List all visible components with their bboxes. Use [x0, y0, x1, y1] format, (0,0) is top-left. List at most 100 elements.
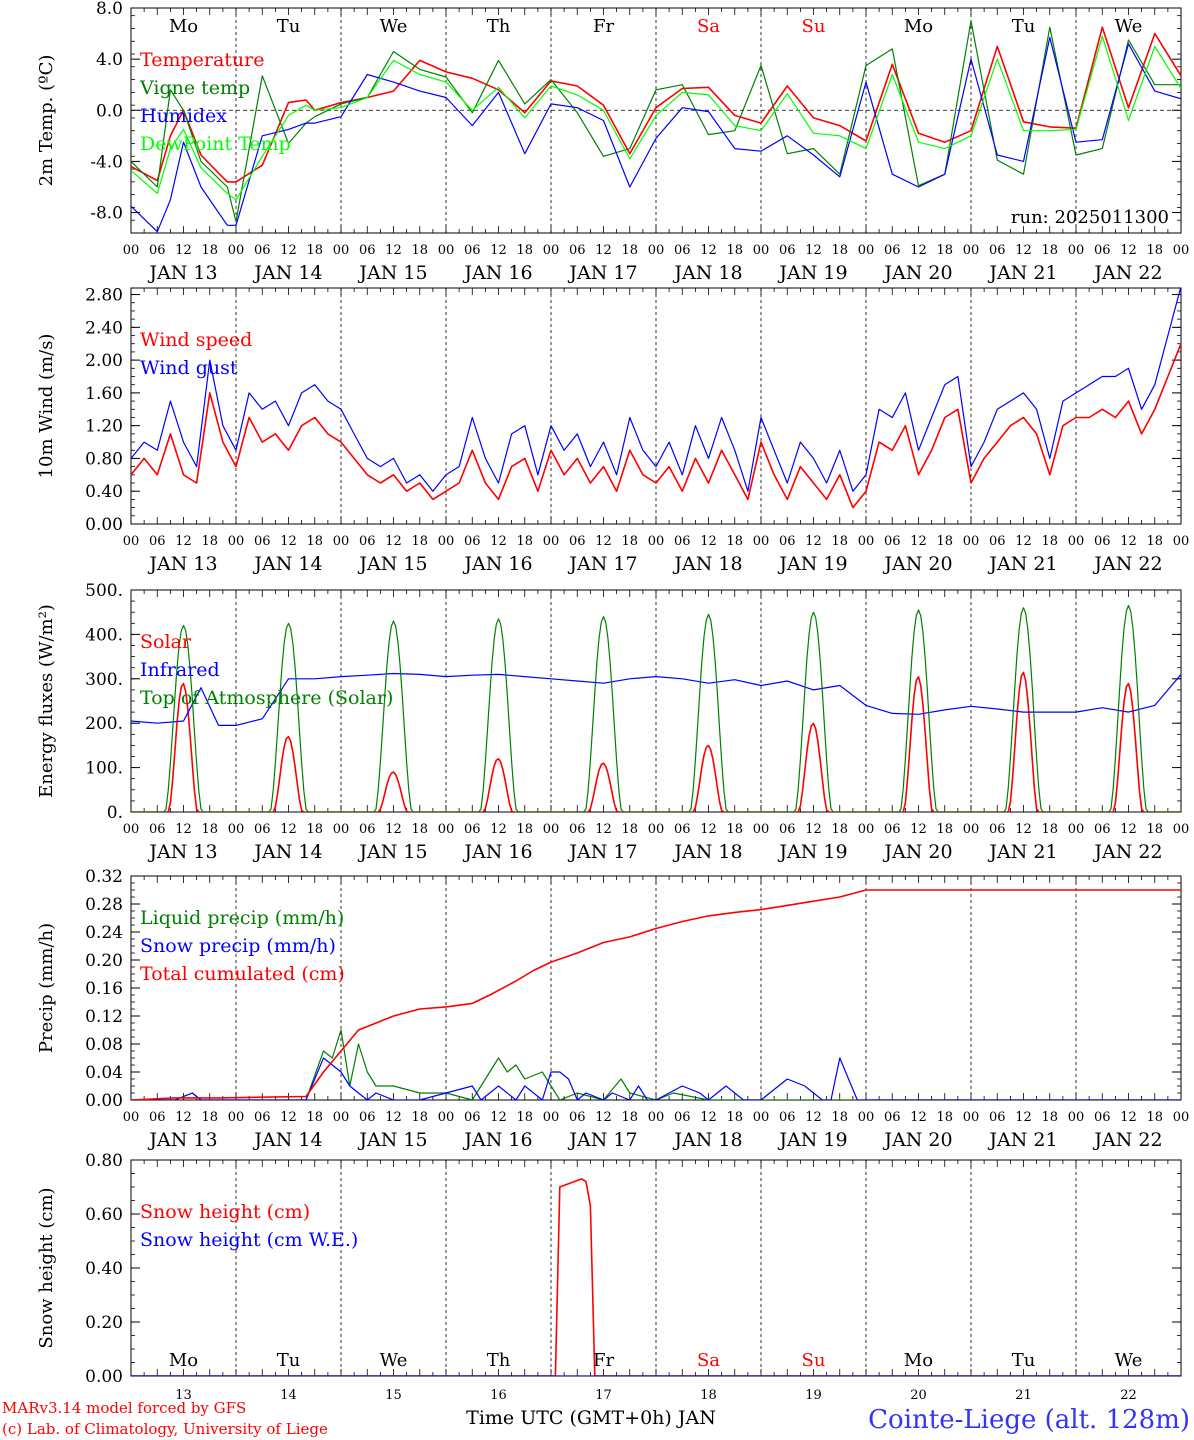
hour-tick-label: 12	[385, 243, 402, 258]
y-tick-label: 300.	[85, 670, 123, 690]
y-tick-label: 0.00	[85, 1367, 123, 1387]
hour-tick-label: 12	[910, 1110, 927, 1125]
hour-tick-label: 18	[1041, 822, 1058, 837]
hour-tick-label: 00	[438, 243, 455, 258]
y-tick-label: 0.08	[85, 1035, 123, 1055]
hour-tick-label: 00	[123, 534, 140, 549]
hour-tick-label: 12	[1120, 822, 1137, 837]
hour-tick-label: 00	[228, 534, 245, 549]
y-tick-label: 100.	[85, 759, 123, 779]
y-tick-label: 0.20	[85, 1313, 123, 1333]
y-axis-title: 2m Temp. (ºC)	[36, 55, 57, 187]
legend-entry: DewPoint Temp	[140, 133, 291, 155]
y-tick-label: 2.80	[85, 286, 123, 306]
hour-tick-label: 12	[280, 1110, 297, 1125]
x-axis-title: Time UTC (GMT+0h) JAN	[466, 1407, 716, 1429]
hour-tick-label: 06	[254, 243, 271, 258]
y-tick-label: 1.60	[85, 384, 123, 404]
hour-tick-label: 00	[858, 1110, 875, 1125]
hour-tick-label: 06	[884, 243, 901, 258]
y-tick-label: 1.20	[85, 417, 123, 437]
hour-tick-label: 18	[411, 243, 428, 258]
hour-tick-label: 18	[1146, 822, 1163, 837]
hour-tick-label: 06	[569, 534, 586, 549]
y-tick-label: 0.04	[85, 1063, 123, 1083]
date-label: JAN 16	[462, 262, 532, 284]
hour-tick-label: 12	[805, 822, 822, 837]
date-label: JAN 21	[987, 262, 1057, 284]
hour-tick-label: 06	[569, 822, 586, 837]
hour-tick-label: 06	[989, 243, 1006, 258]
hour-tick-label: 18	[1146, 243, 1163, 258]
hour-tick-label: 12	[805, 243, 822, 258]
date-label: JAN 19	[777, 553, 847, 575]
hour-tick-label: 00	[123, 822, 140, 837]
hour-tick-label: 18	[306, 243, 323, 258]
hour-tick-label: 06	[149, 243, 166, 258]
hour-tick-label: 18	[831, 243, 848, 258]
date-label: JAN 20	[882, 553, 952, 575]
hour-tick-label: 00	[858, 822, 875, 837]
weekday-label: Tu	[1012, 1350, 1036, 1371]
hour-tick-label: 12	[805, 534, 822, 549]
panel-temp: 8.0 4.0 0.0 -4.0 -8.0 2m Temp. (ºC) Mo Tu We Th Fr…	[36, 0, 1189, 284]
weekday-label: Fr	[593, 1350, 614, 1371]
hour-tick-label: 06	[254, 534, 271, 549]
hour-tick-label: 12	[1120, 1110, 1137, 1125]
y-tick-label: 0.80	[85, 1151, 123, 1171]
hour-tick-label: 12	[595, 822, 612, 837]
legend-entry: Snow precip (mm/h)	[140, 935, 336, 957]
hour-tick-label: 06	[464, 534, 481, 549]
credits-line-1: MARv3.14 model forced by GFS	[2, 1399, 246, 1417]
hour-tick-label: 06	[359, 243, 376, 258]
hour-tick-label: 00	[1173, 822, 1190, 837]
hour-tick-label: 12	[700, 534, 717, 549]
hour-tick-label: 18	[621, 822, 638, 837]
hour-tick-label: 18	[726, 243, 743, 258]
hour-tick-label: 00	[1173, 243, 1190, 258]
hour-tick-label: 06	[884, 1110, 901, 1125]
legend-entry: Total cumulated (cm)	[140, 963, 345, 985]
hour-tick-label: 00	[753, 534, 770, 549]
hour-tick-label: 00	[648, 243, 665, 258]
hour-tick-label: 06	[674, 534, 691, 549]
hour-tick-label: 06	[884, 822, 901, 837]
legend-entry: Snow height (cm)	[140, 1201, 310, 1223]
y-tick-label: 500.	[85, 581, 123, 601]
hour-tick-label: 18	[936, 1110, 953, 1125]
hour-tick-label: 00	[228, 822, 245, 837]
hour-tick-label: 18	[516, 243, 533, 258]
hour-tick-label: 06	[884, 534, 901, 549]
hour-tick-label: 12	[700, 822, 717, 837]
panel-energy: 0. 100. 200. 300. 400. 500. Energy fluxes (W/m…	[36, 581, 1189, 863]
date-label: JAN 22	[1092, 553, 1162, 575]
date-label: JAN 15	[357, 841, 427, 863]
date-label: JAN 15	[357, 553, 427, 575]
hour-tick-label: 00	[1068, 243, 1085, 258]
hour-tick-label: 18	[516, 1110, 533, 1125]
date-label: JAN 14	[252, 841, 322, 863]
hour-tick-label: 12	[490, 534, 507, 549]
date-label: JAN 22	[1092, 841, 1162, 863]
legend-entry: Temperature	[140, 49, 264, 71]
hour-tick-label: 18	[411, 1110, 428, 1125]
hour-tick-label: 12	[1015, 534, 1032, 549]
hour-tick-label: 06	[989, 534, 1006, 549]
hour-tick-label: 18	[1146, 534, 1163, 549]
y-tick-label: 0.40	[85, 482, 123, 502]
y-axis-title: Energy fluxes (W/m²)	[36, 604, 57, 798]
legend-entry: Top of Atmosphere (Solar)	[140, 687, 393, 709]
hour-tick-label: 12	[280, 534, 297, 549]
hour-tick-label: 06	[1094, 243, 1111, 258]
y-tick-label: 0.00	[85, 515, 123, 535]
hour-tick-label: 06	[779, 822, 796, 837]
hour-tick-label: 12	[595, 534, 612, 549]
date-label: JAN 18	[672, 553, 742, 575]
weekday-label: Tu	[1012, 16, 1036, 37]
hour-tick-label: 00	[543, 534, 560, 549]
hour-tick-label: 12	[1015, 243, 1032, 258]
hour-tick-label: 06	[149, 1110, 166, 1125]
hour-tick-label: 06	[779, 243, 796, 258]
hour-tick-label: 06	[149, 534, 166, 549]
date-label: JAN 13	[147, 262, 217, 284]
